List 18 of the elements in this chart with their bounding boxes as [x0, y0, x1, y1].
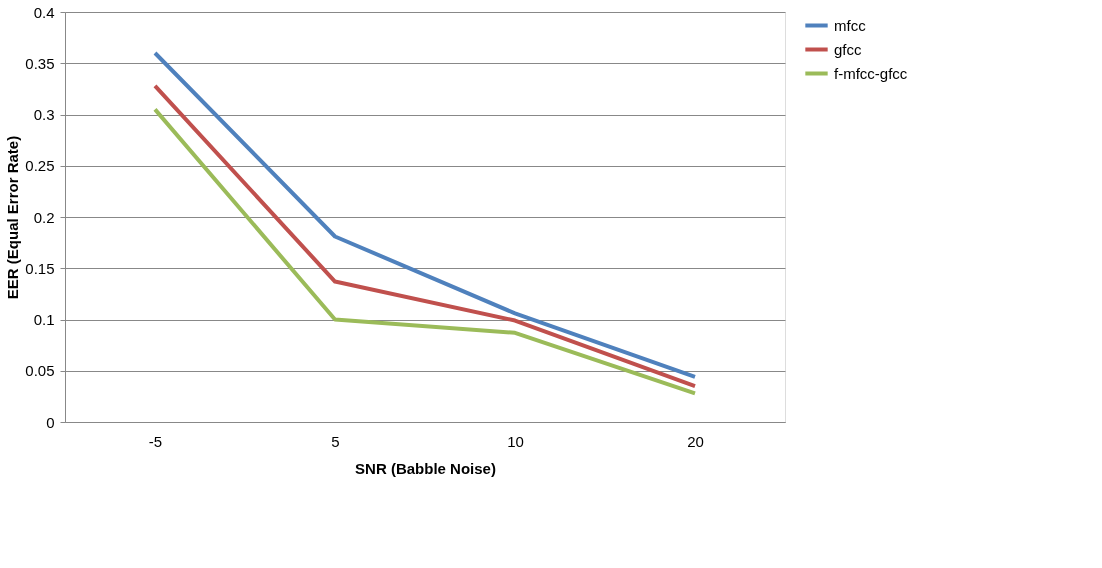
- y-tick-label: 0.1: [33, 311, 55, 328]
- x-tick-label: -5: [148, 432, 163, 450]
- x-tick-label: 10: [507, 432, 524, 450]
- legend-label: f-mfcc-gfcc: [834, 64, 908, 82]
- x-tick-label: 20: [687, 432, 704, 450]
- y-tick-label: 0.05: [25, 362, 55, 380]
- y-tick-label: 0.2: [33, 208, 55, 226]
- x-tick-label: 5: [331, 432, 340, 450]
- y-tick-label: 0.3: [33, 106, 55, 123]
- y-tick-label: 0.15: [25, 259, 55, 277]
- legend-label: mfcc: [834, 16, 867, 34]
- legend-label: gfcc: [834, 40, 863, 58]
- y-tick-label: 0.35: [25, 54, 55, 72]
- y-tick-label: 0.25: [25, 157, 55, 175]
- y-tick-label: 0.4: [33, 3, 55, 21]
- x-axis-title: SNR (Babble Noise): [355, 459, 496, 477]
- y-axis-title: EER (Equal Error Rate): [4, 135, 22, 300]
- y-tick-label: 0: [46, 413, 55, 431]
